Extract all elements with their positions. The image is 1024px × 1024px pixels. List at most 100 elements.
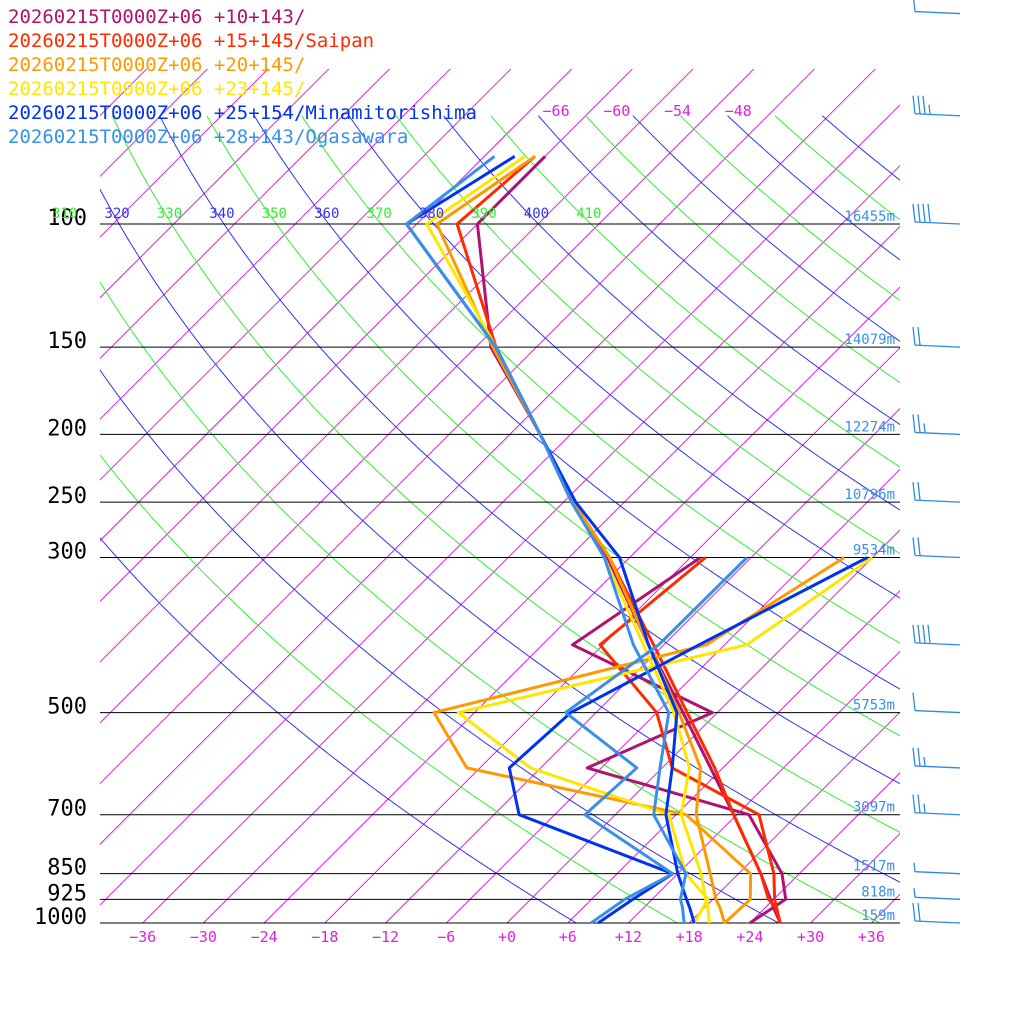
dry-adiabat-line	[774, 115, 900, 221]
height-label: 818m	[861, 884, 895, 900]
dry-adiabat-line	[537, 115, 900, 426]
dry-adiabat-line	[443, 115, 900, 511]
isotherm-line	[100, 68, 269, 238]
dewpoint-line-5	[507, 556, 869, 925]
isotherm-line	[445, 468, 900, 924]
dry-adiabat-line	[490, 115, 900, 468]
dry-adiabat-line	[206, 115, 900, 737]
dry-adiabat-line	[100, 369, 779, 924]
theta-label: 330	[157, 206, 182, 222]
height-label: 9534m	[853, 543, 895, 559]
height-label: 12274m	[844, 419, 895, 435]
theta-label: 380	[419, 206, 444, 222]
temperature-tick-label: +36	[858, 928, 885, 946]
isotherm-grid	[0, 68, 1024, 924]
dry-adiabat-line	[111, 115, 900, 833]
isotherm-line	[749, 772, 900, 924]
temperature-tick-label: +30	[797, 928, 824, 946]
temperature-line-2	[455, 155, 782, 924]
dry-adiabat-line	[100, 281, 881, 924]
wind-barb-column	[912, 0, 961, 924]
height-label: 16455m	[844, 209, 895, 225]
height-label: 3097m	[853, 800, 895, 816]
wind-barb	[912, 95, 961, 117]
dewpoint-line-3	[432, 556, 846, 925]
dry-adiabat-line	[253, 115, 900, 690]
wind-barb	[912, 203, 961, 225]
temperature-tick-label: −12	[372, 928, 399, 946]
isotherm-line	[932, 69, 1024, 923]
isotherm-line	[263, 286, 900, 924]
wind-barb	[912, 327, 961, 348]
dry-adiabat-line	[100, 188, 900, 883]
isotherm-line	[567, 590, 900, 924]
wind-barb	[913, 888, 961, 900]
potential-temperature-grid	[100, 115, 900, 924]
temperature-tick-label: −30	[190, 928, 217, 946]
theta-label: 350	[262, 206, 287, 222]
theta-label: 370	[367, 206, 392, 222]
height-label: 1517m	[853, 859, 895, 875]
wind-barb	[912, 482, 961, 503]
isotherm-line	[100, 68, 755, 724]
theta-label: 310	[52, 206, 77, 222]
isotherm-line	[100, 68, 815, 785]
pressure-label: 100	[47, 206, 87, 231]
dewpoint-line-1	[571, 556, 788, 925]
isotherm-line	[100, 68, 451, 420]
temperature-tick-label: +24	[736, 928, 763, 946]
isotherm-line	[100, 68, 512, 481]
isotherm-line	[100, 68, 694, 663]
wind-barb	[912, 902, 961, 924]
wind-barb	[913, 862, 961, 875]
pressure-label: 700	[47, 797, 87, 822]
temperature-tick-label: −36	[129, 928, 156, 946]
isotherm-line	[506, 529, 900, 924]
isotherm-line	[810, 832, 900, 924]
dry-adiabat-line	[348, 115, 900, 599]
theta-label: 390	[471, 206, 496, 222]
isotherm-line	[993, 69, 1024, 923]
dry-adiabat-line	[301, 115, 900, 644]
pressure-label: 150	[47, 329, 87, 354]
isotherm-line	[203, 225, 900, 924]
wind-barb	[912, 624, 961, 646]
isotherm-line	[324, 347, 900, 924]
isotherm-top-label: −66	[543, 102, 570, 120]
wind-barb	[912, 747, 961, 769]
legend-entry-6: 20260215T0000Z+06 +28+143/Ogasawara	[8, 126, 409, 148]
height-label: 5753m	[853, 698, 895, 714]
isotherm-top-label: −60	[603, 102, 630, 120]
isotherm-line	[385, 407, 900, 924]
temperature-tick-label: +0	[498, 928, 516, 946]
pressure-label: 850	[47, 856, 87, 881]
theta-label: 400	[524, 206, 549, 222]
dewpoint-line-6	[564, 556, 749, 925]
theta-label: 410	[576, 206, 601, 222]
temperature-tick-label: +6	[559, 928, 577, 946]
isotherm-line	[0, 69, 25, 923]
isotherm-top-label: −48	[725, 102, 752, 120]
pressure-label: 300	[47, 540, 87, 565]
pressure-label: 925	[47, 881, 87, 906]
wind-barb	[912, 414, 961, 436]
dry-adiabat-line	[395, 115, 900, 555]
wind-barb	[912, 692, 961, 714]
isotherm-line	[688, 711, 900, 924]
legend-entry-3: 20260215T0000Z+06 +20+145/	[8, 54, 306, 76]
axis-labels: 100 16455m 150 14079m 200 12274m 250 10796m 300 9…	[34, 102, 895, 946]
temperature-line-6	[405, 155, 688, 924]
wind-barb	[912, 537, 961, 559]
isotherm-line	[100, 68, 390, 360]
legend-entry-2: 20260215T0000Z+06 +15+145/Saipan	[8, 30, 375, 52]
isotherm-line	[100, 68, 330, 299]
dewpoint-line-2	[598, 556, 782, 924]
pressure-label: 1000	[34, 905, 87, 930]
pressure-label: 250	[47, 484, 87, 509]
temperature-line-1	[475, 155, 782, 924]
isotherm-top-label: −54	[664, 102, 691, 120]
theta-label: 320	[104, 206, 129, 222]
dry-adiabat-line	[159, 115, 900, 785]
chart-legend: 20260215T0000Z+06 +10+143/ 20260215T0000…	[8, 5, 477, 149]
